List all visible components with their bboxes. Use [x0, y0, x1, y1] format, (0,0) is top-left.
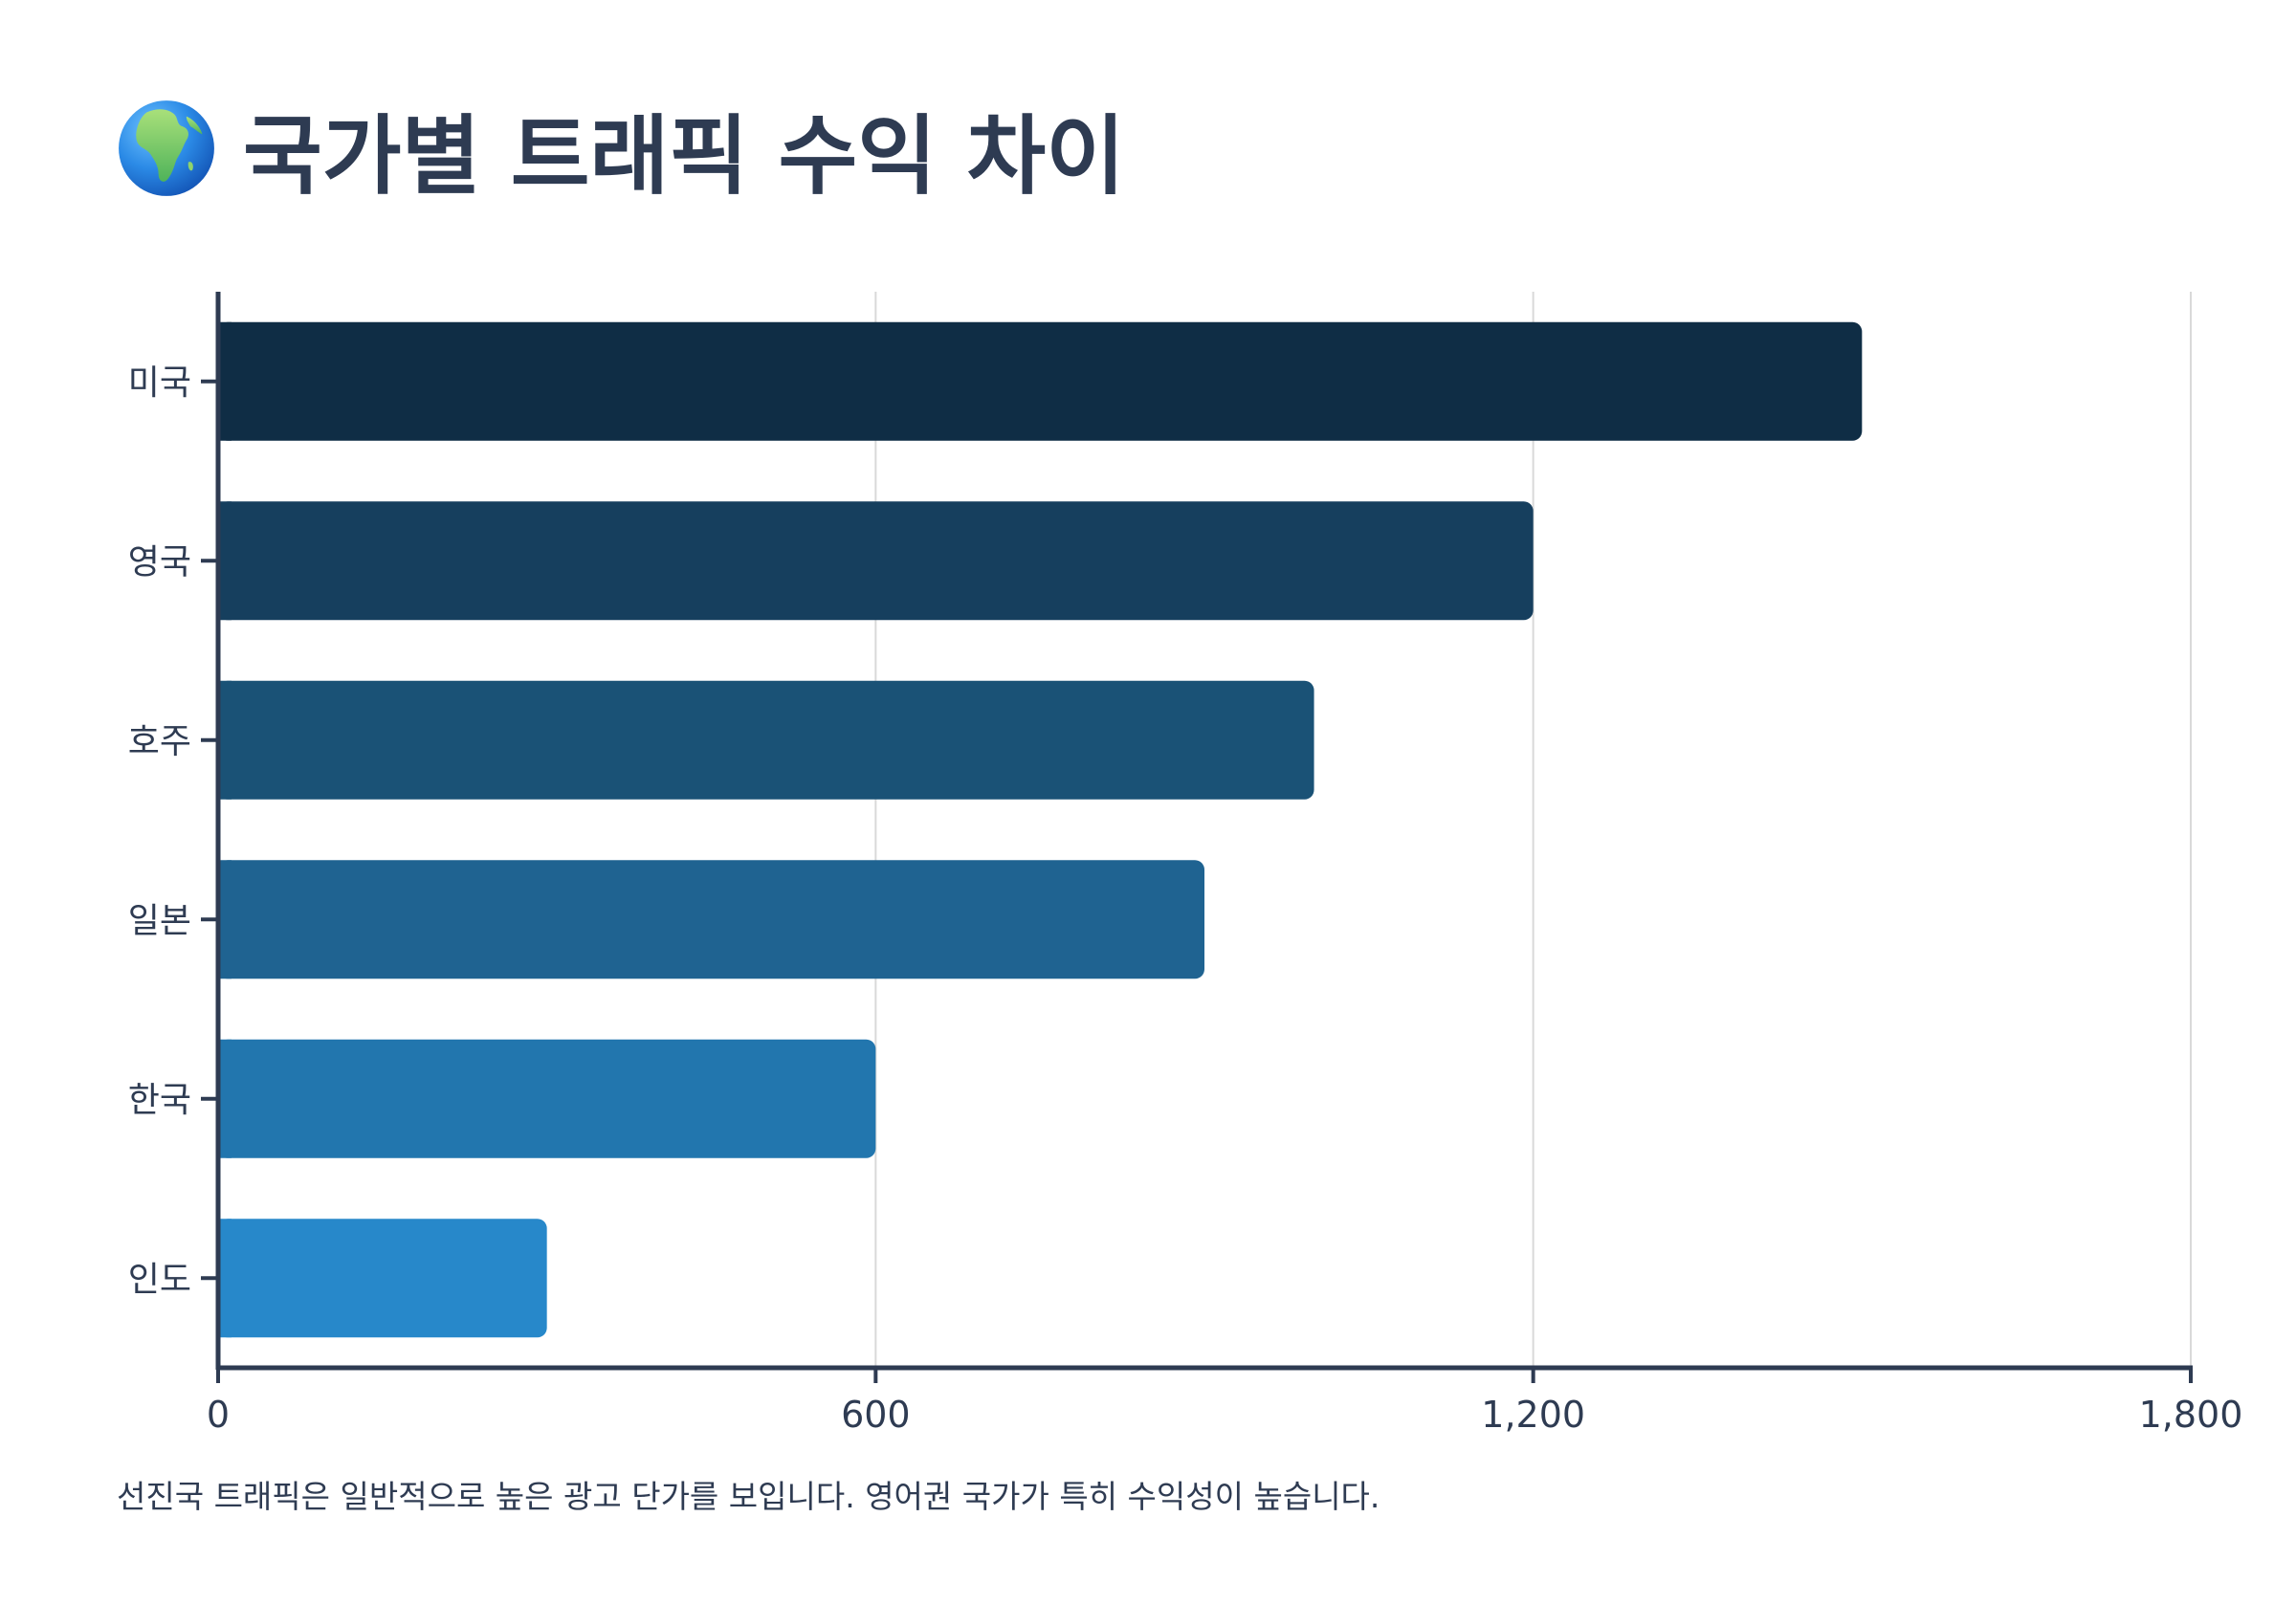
x-tick-label-1: 600: [841, 1394, 911, 1436]
bar-5: [218, 1219, 547, 1338]
bar-base-4: [218, 1039, 232, 1158]
bar-base-1: [218, 501, 232, 621]
x-tick-label-3: 1,800: [2139, 1394, 2243, 1436]
x-tick-label-0: 0: [207, 1394, 230, 1436]
y-tick-label-0: 미국: [128, 363, 191, 403]
chart-title-row: 국가별 트래픽 수익 차이: [117, 86, 1125, 210]
bar-4: [218, 1039, 876, 1158]
bar-base-3: [218, 860, 232, 979]
globe-africa-icon: [119, 100, 214, 196]
bar-3: [218, 860, 1204, 979]
y-tick-label-4: 한국: [128, 1081, 191, 1120]
x-tick-label-2: 1,200: [1481, 1394, 1585, 1436]
bar-base-5: [218, 1219, 232, 1338]
y-tick-label-3: 일본: [128, 901, 191, 940]
bar-0: [218, 321, 1863, 441]
chart-title: 국가별 트래픽 수익 차이: [243, 106, 1125, 207]
bar-base-2: [218, 680, 232, 800]
y-tick-label-1: 영국: [128, 542, 191, 582]
bar-2: [218, 680, 1314, 800]
y-tick-label-5: 인도: [128, 1260, 191, 1299]
bar-base-0: [218, 321, 232, 441]
chart-footnote: 선진국 트래픽은 일반적으로 높은 광고 단가를 보입니다. 영어권 국가가 특…: [117, 1478, 1380, 1515]
y-tick-label-2: 호주: [128, 722, 191, 761]
bar-1: [218, 501, 1534, 621]
